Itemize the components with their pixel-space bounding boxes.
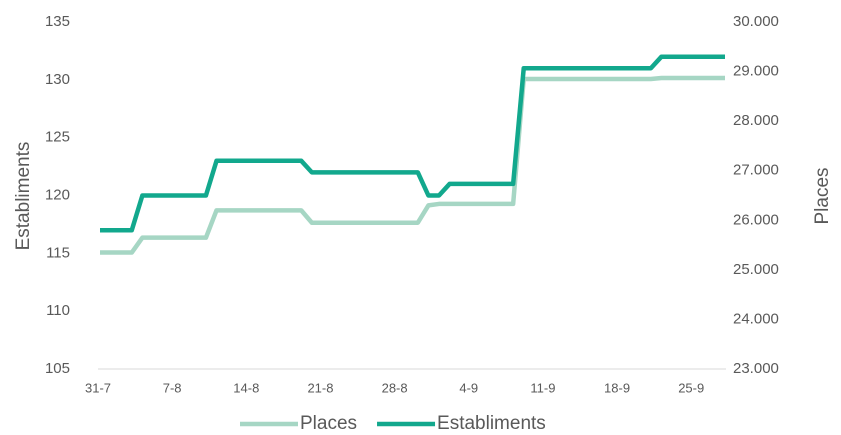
x-tick-label: 25-9 — [678, 380, 704, 395]
y2-tick-label: 25.000 — [733, 261, 779, 278]
y2-tick-label: 27.000 — [733, 162, 779, 179]
y-tick-label: 135 — [45, 13, 70, 30]
y-tick-label: 120 — [45, 186, 70, 203]
y2-tick-label: 29.000 — [733, 63, 779, 80]
x-tick-label: 11-9 — [530, 380, 555, 395]
y-tick-label: 130 — [45, 71, 70, 88]
series-line — [100, 54, 725, 233]
y2-tick-label: 30.000 — [733, 13, 779, 30]
legend-label: Places — [300, 413, 357, 434]
x-tick-label: 28-8 — [382, 380, 408, 395]
x-tick-label: 21-8 — [307, 380, 333, 395]
y2-tick-label: 24.000 — [733, 310, 779, 327]
y-tick-label: 125 — [45, 129, 70, 146]
y2-tick-label: 28.000 — [733, 112, 779, 129]
y-tick-label: 115 — [46, 244, 70, 261]
x-tick-label: 14-8 — [233, 380, 259, 395]
x-tick-label: 31-7 — [85, 380, 111, 395]
y2-tick-label: 26.000 — [733, 211, 779, 228]
y-axis-title: Establiments — [13, 142, 34, 251]
x-tick-label: 7-8 — [163, 380, 182, 395]
x-tick-label: 4-9 — [459, 380, 478, 395]
y-tick-label: 110 — [46, 302, 70, 319]
series-line — [100, 75, 725, 255]
x-tick-label: 18-9 — [604, 380, 630, 395]
y2-axis-title: Places — [812, 167, 833, 224]
y-tick-label: 105 — [45, 360, 70, 377]
y2-tick-label: 23.000 — [733, 360, 779, 377]
legend-label: Establiments — [437, 413, 546, 434]
